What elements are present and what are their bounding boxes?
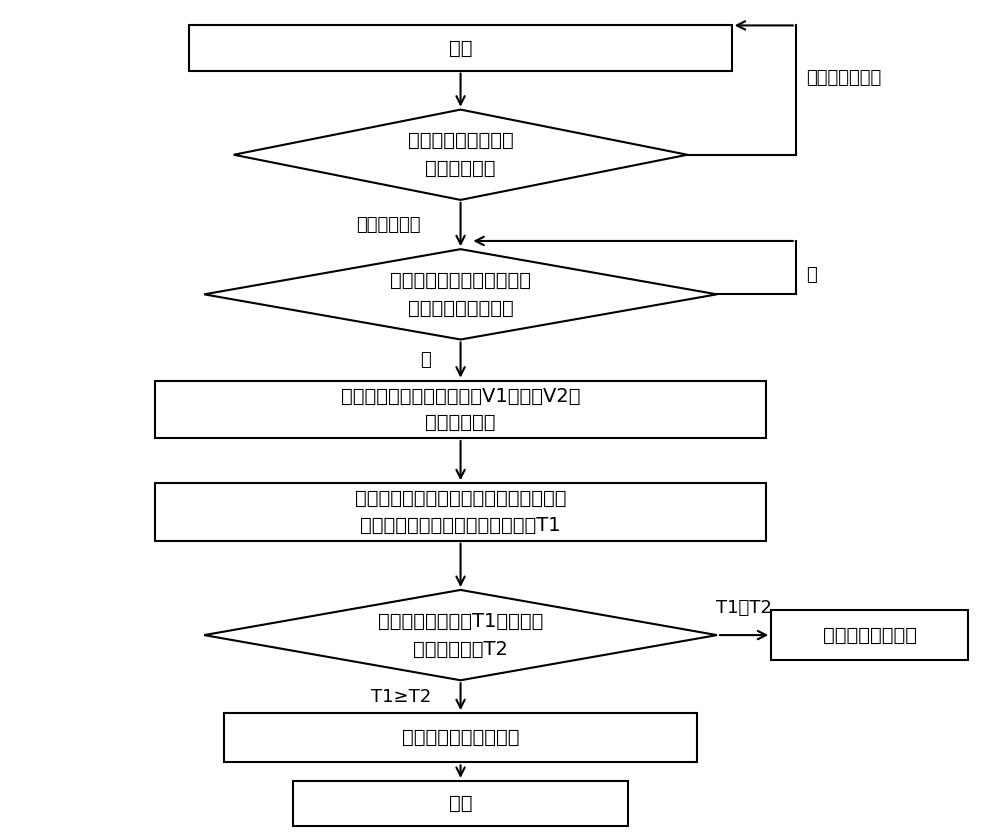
Bar xyxy=(293,781,628,826)
Text: 比较最终响应时间T1与标定的
理论响应时间T2: 比较最终响应时间T1与标定的 理论响应时间T2 xyxy=(378,611,543,659)
Text: 计算开关氧传感器的电压从V1下降至V2所
用的响应时间: 计算开关氧传感器的电压从V1下降至V2所 用的响应时间 xyxy=(341,387,580,432)
Text: 将计算出的响应时间与初始响应时间进行
加权滤波处理，得到最终响应时间T1: 将计算出的响应时间与初始响应时间进行 加权滤波处理，得到最终响应时间T1 xyxy=(355,489,566,534)
Text: 结束: 结束 xyxy=(449,794,472,813)
Text: 开关氧传感器出现故障: 开关氧传感器出现故障 xyxy=(402,728,519,747)
Text: 是: 是 xyxy=(420,351,431,369)
Bar xyxy=(189,25,732,71)
Bar xyxy=(155,483,766,541)
Polygon shape xyxy=(204,590,717,681)
Text: 判断开关氧传感器诊
断的启动条件: 判断开关氧传感器诊 断的启动条件 xyxy=(408,131,513,178)
Text: T1＜T2: T1＜T2 xyxy=(716,599,772,617)
Bar xyxy=(224,713,697,762)
Bar xyxy=(771,610,968,660)
Text: 开始: 开始 xyxy=(449,38,472,58)
Text: 开关氧传感器正常: 开关氧传感器正常 xyxy=(823,625,917,645)
Text: 满足启动条件: 满足启动条件 xyxy=(357,215,421,234)
Text: 不满足启动条件: 不满足启动条件 xyxy=(806,68,881,87)
Polygon shape xyxy=(204,249,717,340)
Text: T1≥T2: T1≥T2 xyxy=(371,688,431,706)
Text: 判断发动机是否处于运转状
态且未进行燃料喷射: 判断发动机是否处于运转状 态且未进行燃料喷射 xyxy=(390,271,531,318)
Bar xyxy=(155,381,766,438)
Polygon shape xyxy=(234,109,687,200)
Text: 否: 否 xyxy=(806,266,816,285)
